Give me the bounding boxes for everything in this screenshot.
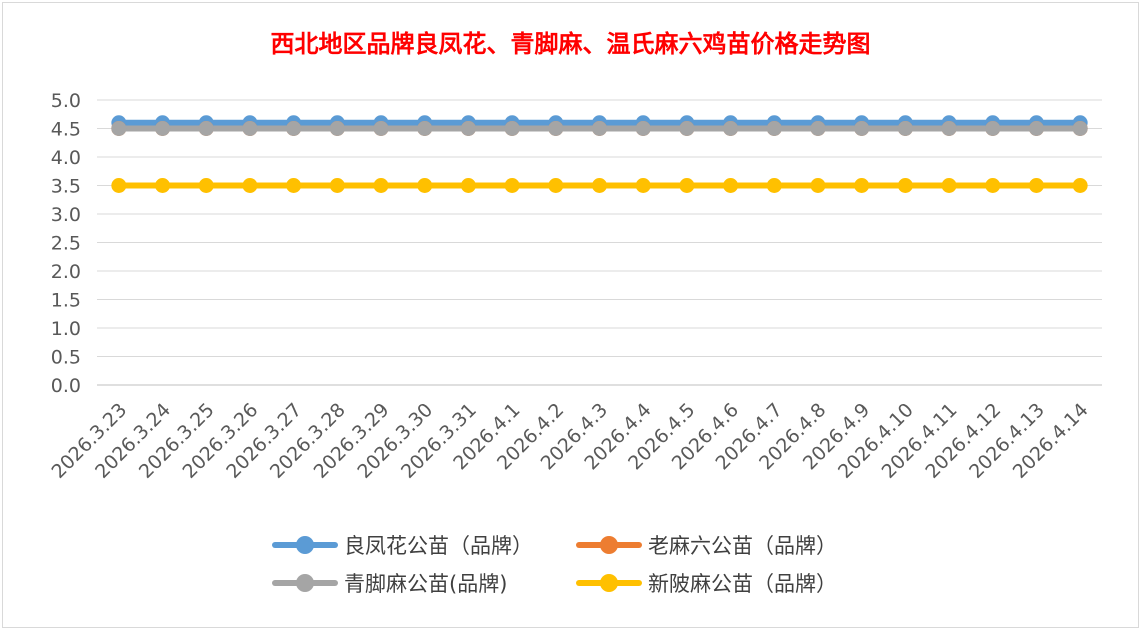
data-point (373, 121, 389, 136)
data-point (242, 178, 258, 193)
data-point (635, 121, 651, 136)
chart-title: 西北地区品牌良凤花、青脚麻、温氏麻六鸡苗价格走势图 (270, 29, 871, 58)
legend-item-liangfenghua[interactable]: 良凤花公苗（品牌） (272, 530, 533, 560)
data-point (548, 178, 564, 193)
data-point (286, 178, 302, 193)
data-point (417, 121, 433, 136)
data-point (1028, 178, 1044, 193)
data-point (373, 178, 389, 193)
legend-marker (600, 536, 618, 554)
legend-label: 青脚麻公苗(品牌) (344, 572, 508, 596)
data-point (198, 121, 214, 136)
legend-marker (600, 574, 618, 592)
y-tick-label: 2.0 (51, 261, 81, 283)
data-point (155, 178, 171, 193)
data-point (155, 121, 171, 136)
data-point (329, 121, 345, 136)
data-point (897, 121, 913, 136)
data-point (111, 178, 127, 193)
legend-swatch-icon (272, 574, 338, 592)
data-point (548, 121, 564, 136)
data-point (1072, 178, 1088, 193)
legend-label: 新陂麻公苗（品牌） (648, 572, 837, 596)
data-point (460, 121, 476, 136)
data-point (242, 121, 258, 136)
data-point (1072, 121, 1088, 136)
data-point (592, 121, 607, 136)
data-point (504, 178, 520, 193)
legend-item-lamaliu[interactable]: 老麻六公苗（品牌） (576, 530, 837, 560)
legend-swatch-icon (272, 536, 338, 554)
data-point (635, 178, 651, 193)
legend-item-qingjiaoma[interactable]: 青脚麻公苗(品牌) (272, 568, 507, 598)
data-point (941, 121, 957, 136)
legend-swatch-icon (576, 536, 642, 554)
y-tick-label: 0.0 (51, 375, 81, 397)
data-point (417, 178, 433, 193)
data-point (810, 178, 826, 193)
y-tick-label: 1.0 (51, 318, 81, 340)
data-point (897, 178, 913, 193)
data-point (941, 178, 957, 193)
y-tick-label: 0.5 (51, 347, 81, 369)
y-tick-label: 1.5 (51, 290, 81, 312)
data-point (766, 121, 782, 136)
data-point (504, 121, 520, 136)
data-point (854, 178, 870, 193)
legend-item-xinpima[interactable]: 新陂麻公苗（品牌） (576, 568, 837, 598)
data-point (810, 121, 826, 136)
data-point (985, 178, 1001, 193)
data-point (723, 178, 739, 193)
data-point (286, 121, 302, 136)
data-point (679, 178, 695, 193)
data-point (198, 178, 214, 193)
legend-marker (296, 574, 314, 592)
data-point (985, 121, 1001, 136)
y-tick-label: 2.5 (51, 233, 81, 255)
y-tick-label: 3.5 (51, 176, 81, 198)
data-point (111, 121, 127, 136)
legend-label: 良凤花公苗（品牌） (344, 534, 533, 558)
data-point (854, 121, 870, 136)
data-point (723, 121, 739, 136)
y-tick-label: 5.0 (51, 90, 81, 112)
y-tick-label: 3.0 (51, 204, 81, 226)
y-tick-label: 4.5 (51, 119, 81, 141)
data-point (592, 178, 607, 193)
data-point (1028, 121, 1044, 136)
data-point (766, 178, 782, 193)
data-point (460, 178, 476, 193)
legend-label: 老麻六公苗（品牌） (648, 534, 837, 558)
data-point (679, 121, 695, 136)
legend-swatch-icon (576, 574, 642, 592)
legend-marker (296, 536, 314, 554)
y-tick-label: 4.0 (51, 147, 81, 169)
data-point (329, 178, 345, 193)
